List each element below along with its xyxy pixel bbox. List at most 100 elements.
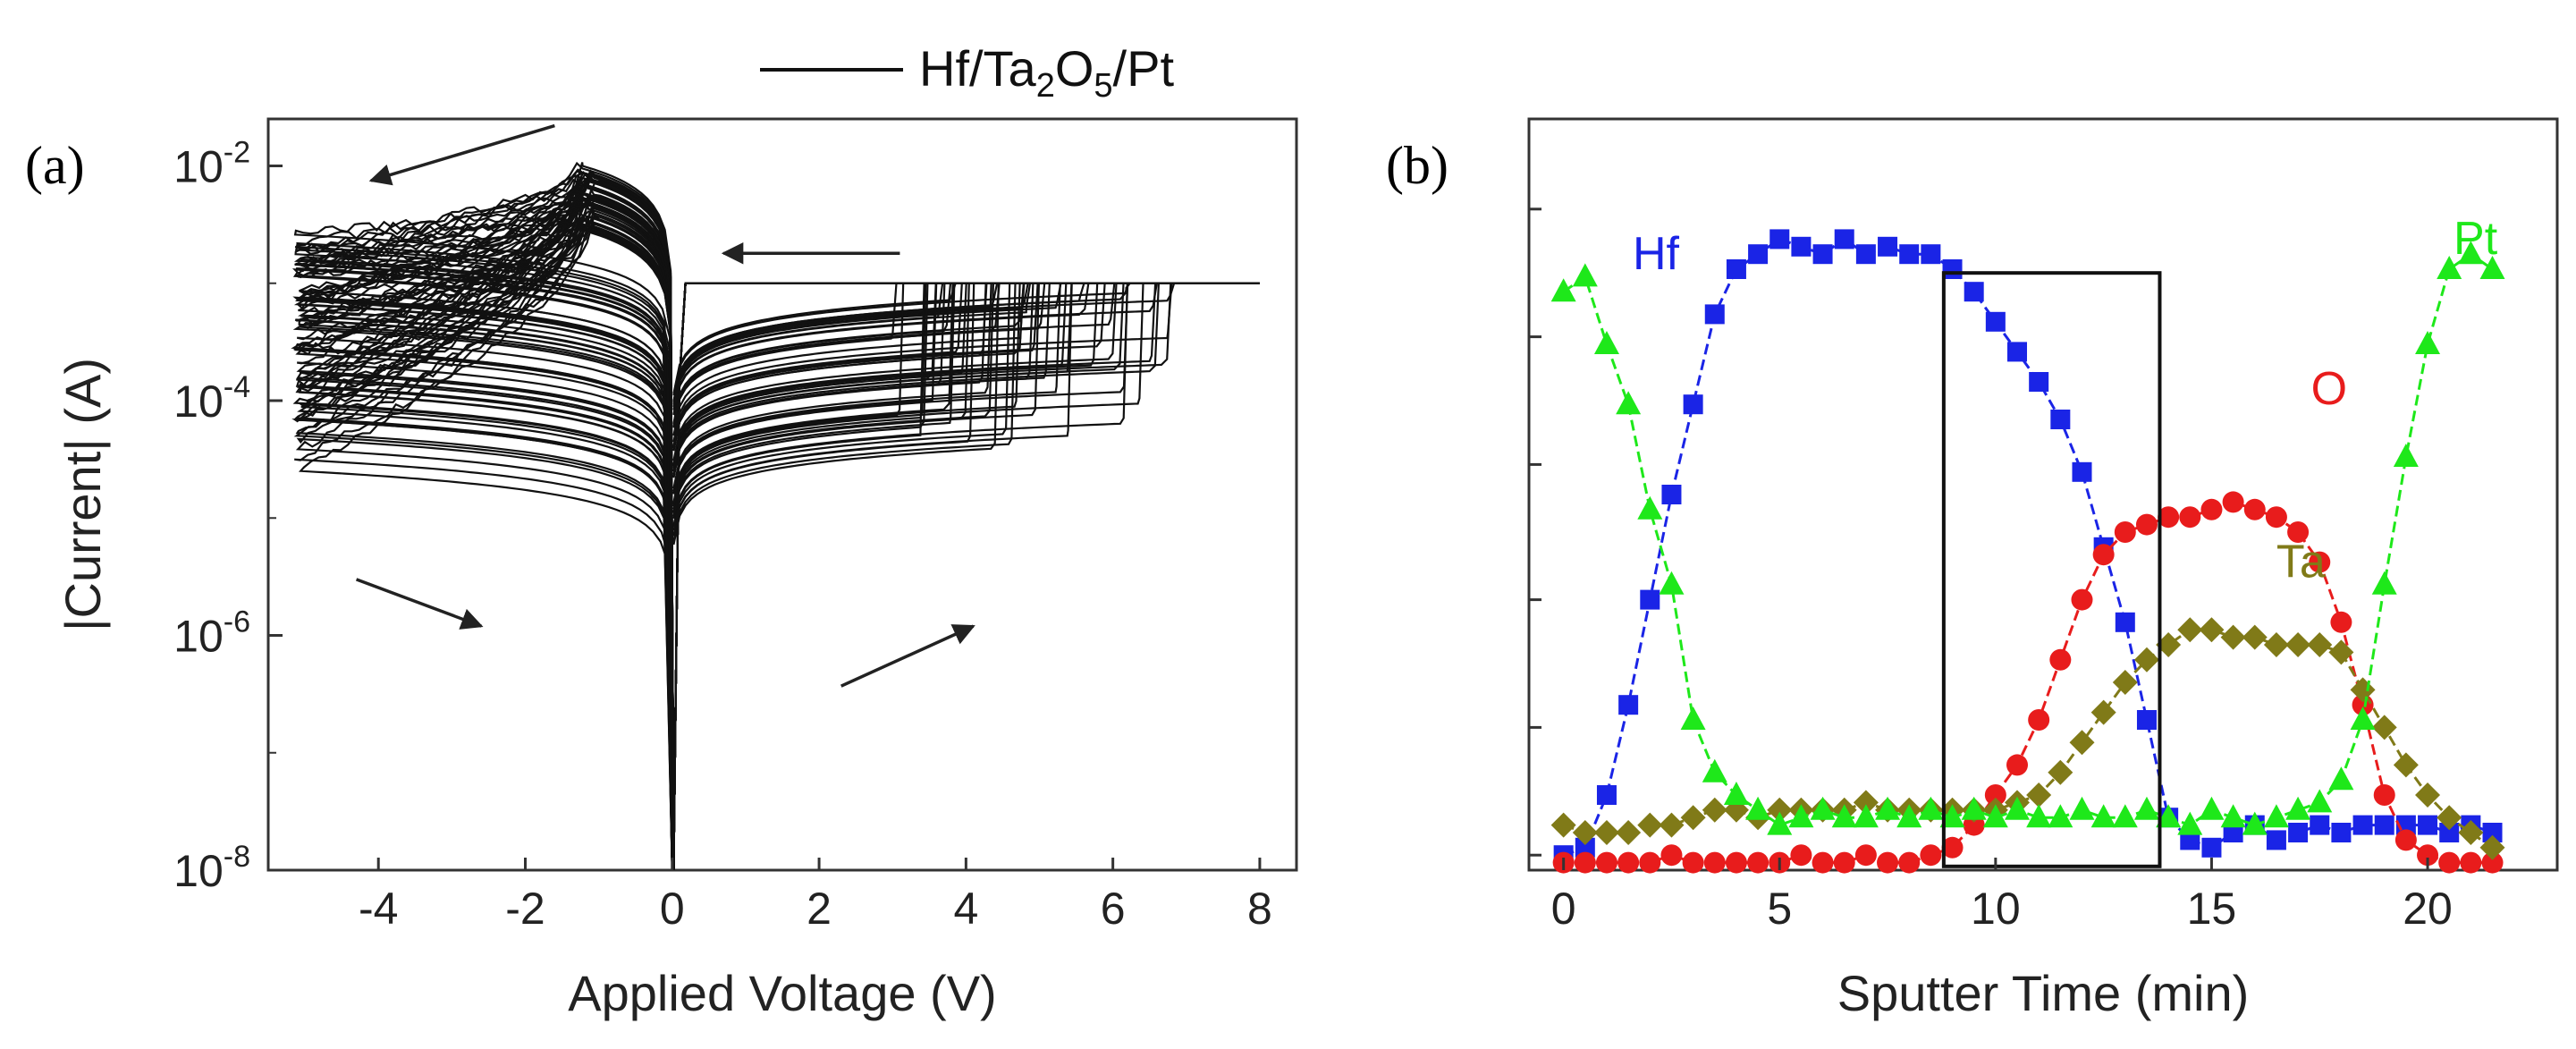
o-point: [2373, 784, 2395, 806]
ta-point: [2133, 647, 2159, 673]
x-tick-label: 20: [2403, 884, 2453, 934]
ta-point: [2285, 632, 2311, 657]
ta-point: [2048, 759, 2073, 785]
iv-curve-cycle-28: [294, 227, 1260, 871]
pt-point: [2026, 804, 2052, 828]
pt-point: [2177, 811, 2203, 835]
o-point: [1812, 851, 1834, 874]
pt-point: [2199, 796, 2225, 820]
hf-point: [1791, 236, 1812, 257]
pt-point: [2371, 571, 2397, 595]
o-point: [2049, 648, 2072, 671]
o-series-label: O: [2311, 363, 2347, 415]
pt-point: [1831, 804, 1857, 828]
o-point: [1898, 851, 1921, 874]
hf-point: [2007, 342, 2028, 362]
pt-point: [1702, 758, 1727, 783]
o-point: [2417, 844, 2439, 867]
iv-curve-cycle-12: [292, 210, 1260, 871]
hf-point: [1618, 695, 1639, 715]
panel-b-y-ticks: [1529, 207, 1541, 857]
pt-point: [2069, 796, 2095, 820]
iv-curve-cycle-18: [296, 195, 1260, 871]
y-tick-label: 10-6: [173, 605, 250, 662]
iv-curve-cycle-2: [294, 228, 1260, 871]
pt-point: [1593, 331, 1619, 354]
o-point: [2330, 611, 2352, 633]
panel-b-x-ticks: 0 5 10 15 20: [1551, 858, 2453, 934]
ta-point: [2199, 617, 2225, 643]
o-point: [2179, 506, 2201, 529]
ta-point: [1680, 805, 1706, 831]
x-tick-label: 0: [660, 884, 685, 934]
pt-point: [2242, 811, 2268, 835]
o-point: [1639, 851, 1661, 874]
pt-point: [2048, 804, 2073, 828]
o-point: [2114, 521, 2136, 543]
x-tick-label: 5: [1767, 884, 1792, 934]
pt-series-label: Pt: [2454, 213, 2498, 265]
ta-point: [2415, 783, 2441, 808]
panel-a-plot-frame: [266, 117, 1298, 872]
ta-point: [1767, 797, 1793, 823]
x-tick-label: 0: [1551, 884, 1576, 934]
o-point: [1660, 844, 1683, 867]
hf-point: [2266, 830, 2286, 850]
panel-a-chart: (a) Hf/Ta2O5/Pt -4 -2 0 2 4 6 8 10-810-610-410…: [25, 40, 1298, 1021]
ta-point: [1659, 812, 1685, 838]
o-point: [2481, 851, 2504, 874]
pt-point: [2328, 766, 2354, 791]
pt-point: [1939, 804, 1965, 828]
iv-curve-cycle-45: [299, 194, 1260, 871]
ta-point: [2026, 783, 2052, 808]
pt-point: [2133, 796, 2159, 820]
pt-point: [1680, 706, 1706, 730]
x-tick-label: 4: [953, 884, 978, 934]
o-point: [1703, 851, 1726, 874]
o-point: [1920, 844, 1942, 867]
o-line: [1563, 500, 2493, 865]
o-point: [1984, 784, 2006, 806]
o-point: [2158, 506, 2180, 529]
o-point: [2200, 498, 2223, 520]
ta-point: [1637, 812, 1663, 838]
ta-point: [2328, 639, 2354, 665]
iv-curve-cycle-58: [294, 201, 1260, 871]
pt-point: [2005, 796, 2031, 820]
o-point: [2006, 754, 2029, 776]
ta-line: [1563, 628, 2494, 850]
x-tick-label: 10: [1971, 884, 2021, 934]
hf-point: [2439, 823, 2460, 842]
panel-a-x-ticks: -4 -2 0 2 4 6 8: [359, 858, 1272, 934]
iv-curves-group: [291, 161, 1260, 871]
o-point: [2287, 521, 2310, 543]
pos-sweep-arrow: [840, 624, 976, 688]
pt-point: [1659, 571, 1685, 595]
o-point: [2092, 544, 2115, 566]
ta-point: [1853, 790, 1879, 816]
pt-point: [2307, 789, 2333, 813]
iv-curve-cycle-59: [294, 178, 1260, 871]
depth-profile-series: [1550, 229, 2505, 874]
pt-point: [1961, 796, 1987, 820]
hf-point: [1640, 589, 1660, 610]
iv-curve-cycle-54: [293, 217, 1260, 871]
iv-curve-cycle-55: [300, 161, 1260, 871]
pt-point: [1982, 804, 2008, 828]
o-point: [2438, 851, 2461, 874]
o-point: [2028, 709, 2050, 731]
ta-point: [1593, 820, 1619, 845]
y-tick-label: 10-8: [173, 840, 250, 896]
hf-point: [2201, 837, 2222, 858]
pt-point: [2458, 241, 2484, 265]
hf-point: [1964, 282, 1984, 302]
hf-point: [2180, 830, 2200, 850]
ta-point: [2393, 752, 2419, 778]
pt-point: [1810, 796, 1836, 820]
ta-point: [1572, 820, 1598, 845]
o-point: [1682, 851, 1704, 874]
hf-point: [1878, 236, 1898, 257]
panel-b-chart: (b) Hf O Ta Pt 0 5 10 15 20 Sputter Time (min): [1386, 117, 2559, 1021]
ta-point: [2263, 632, 2289, 657]
ta-point: [2458, 820, 2484, 845]
